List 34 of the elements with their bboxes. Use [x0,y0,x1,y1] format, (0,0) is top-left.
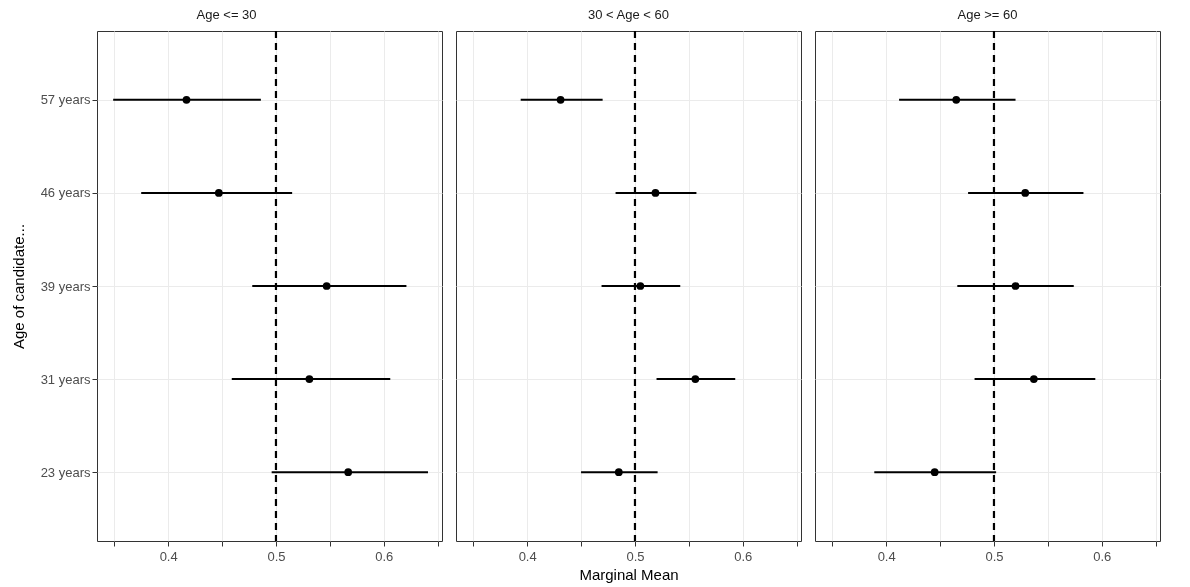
x-tick-label: 0.6 [375,548,394,564]
point [930,468,939,476]
point [651,189,660,197]
x-tick-label: 0.4 [518,548,537,564]
chart-title: Age >= 60 [957,6,1018,22]
x-tick-label: 0.4 [159,548,178,564]
point [322,282,331,290]
point [1011,282,1020,290]
point [344,468,353,476]
y-axis-title: Age of candidate... [9,223,27,350]
x-tick-label: 0.5 [985,548,1004,564]
point [556,96,565,104]
y-tick-label: 39 years [40,278,91,294]
point [1021,189,1030,197]
x-axis-title: Marginal Mean [579,565,679,583]
y-tick-label: 46 years [40,185,91,201]
y-tick-label: 31 years [40,371,91,387]
x-tick-label: 0.6 [1093,548,1112,564]
point [214,189,223,197]
chart-title: Age <= 30 [196,6,257,22]
x-tick-label: 0.4 [877,548,896,564]
x-tick-label: 0.5 [626,548,645,564]
point [614,468,623,476]
point [305,375,314,383]
y-tick-label: 23 years [40,464,91,480]
x-tick-label: 0.6 [734,548,753,564]
x-tick-label: 0.5 [267,548,286,564]
y-tick-label: 57 years [40,92,91,108]
point [182,96,191,104]
point [952,96,961,104]
point [691,375,700,383]
point [1029,375,1038,383]
chart-title: 30 < Age < 60 [588,6,669,22]
point [636,282,645,290]
